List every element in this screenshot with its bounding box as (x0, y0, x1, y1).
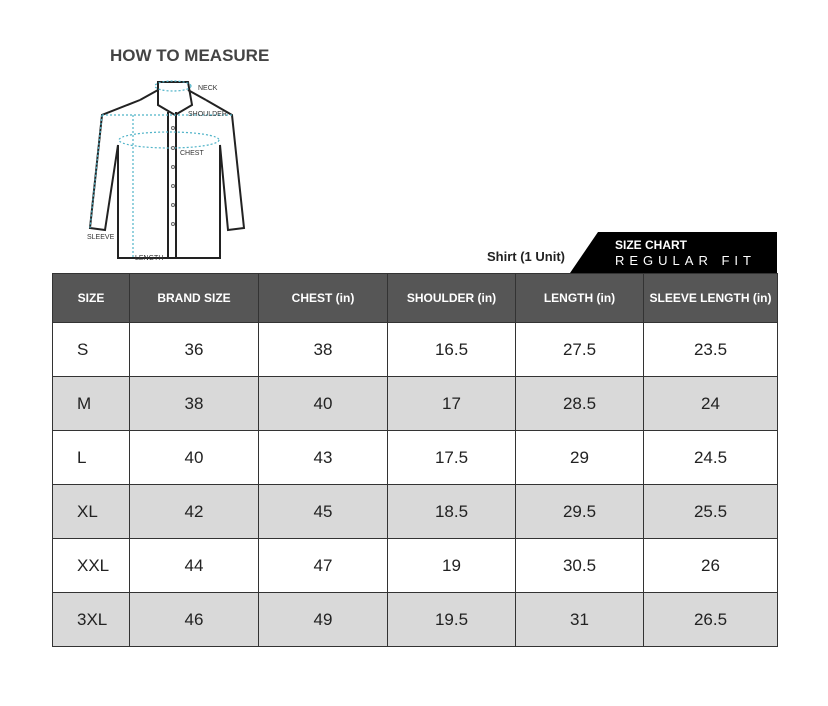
table-row: L 40 43 17.5 29 24.5 (52, 430, 778, 485)
size-table: SIZE BRAND SIZE CHEST (in) SHOULDER (in)… (52, 273, 778, 647)
cell-sleeve-length: 23.5 (643, 322, 778, 377)
cell-length: 27.5 (515, 322, 644, 377)
header-sleeve-length: SLEEVE LENGTH (in) (643, 273, 778, 323)
cell-brand-size: 38 (129, 376, 259, 431)
cell-shoulder: 18.5 (387, 484, 516, 539)
cell-chest: 47 (258, 538, 388, 593)
cell-chest: 38 (258, 322, 388, 377)
cell-size: M (52, 376, 130, 431)
table-row: XL 42 45 18.5 29.5 25.5 (52, 484, 778, 539)
header-size: SIZE (52, 273, 130, 323)
cell-brand-size: 42 (129, 484, 259, 539)
cell-sleeve-length: 24 (643, 376, 778, 431)
shirt-measure-diagram (88, 80, 246, 259)
cell-sleeve-length: 26.5 (643, 592, 778, 647)
cell-brand-size: 36 (129, 322, 259, 377)
cell-sleeve-length: 24.5 (643, 430, 778, 485)
table-row: M 38 40 17 28.5 24 (52, 376, 778, 431)
length-label: LENGTH (135, 255, 164, 262)
sleeve-label: SLEEVE (87, 234, 115, 241)
cell-chest: 43 (258, 430, 388, 485)
cell-length: 30.5 (515, 538, 644, 593)
cell-size: 3XL (52, 592, 130, 647)
how-to-measure-title: HOW TO MEASURE (110, 46, 270, 65)
cell-size: XXL (52, 538, 130, 593)
cell-chest: 45 (258, 484, 388, 539)
cell-length: 29 (515, 430, 644, 485)
cell-size: L (52, 430, 130, 485)
badge-title: SIZE CHART (615, 238, 687, 252)
cell-shoulder: 17 (387, 376, 516, 431)
cell-length: 31 (515, 592, 644, 647)
cell-size: XL (52, 484, 130, 539)
cell-shoulder: 19.5 (387, 592, 516, 647)
header-chest: CHEST (in) (258, 273, 388, 323)
cell-shoulder: 17.5 (387, 430, 516, 485)
cell-brand-size: 44 (129, 538, 259, 593)
table-header-row: SIZE BRAND SIZE CHEST (in) SHOULDER (in)… (52, 273, 778, 323)
table-row: XXL 44 47 19 30.5 26 (52, 538, 778, 593)
header-length: LENGTH (in) (515, 273, 644, 323)
cell-chest: 49 (258, 592, 388, 647)
size-chart-badge: SIZE CHART REGULAR FIT (570, 232, 777, 273)
cell-chest: 40 (258, 376, 388, 431)
table-row: S 36 38 16.5 27.5 23.5 (52, 322, 778, 377)
cell-sleeve-length: 26 (643, 538, 778, 593)
cell-brand-size: 40 (129, 430, 259, 485)
cell-sleeve-length: 25.5 (643, 484, 778, 539)
table-row: 3XL 46 49 19.5 31 26.5 (52, 592, 778, 647)
cell-shoulder: 19 (387, 538, 516, 593)
cell-size: S (52, 322, 130, 377)
cell-shoulder: 16.5 (387, 322, 516, 377)
cell-length: 29.5 (515, 484, 644, 539)
header-shoulder: SHOULDER (in) (387, 273, 516, 323)
header-brand-size: BRAND SIZE (129, 273, 259, 323)
cell-brand-size: 46 (129, 592, 259, 647)
shoulder-label: SHOULDER (188, 111, 227, 118)
unit-label: Shirt (1 Unit) (487, 249, 565, 264)
cell-length: 28.5 (515, 376, 644, 431)
chest-label: CHEST (180, 150, 204, 157)
neck-label: NECK (198, 85, 218, 92)
badge-subtitle: REGULAR FIT (615, 253, 756, 268)
